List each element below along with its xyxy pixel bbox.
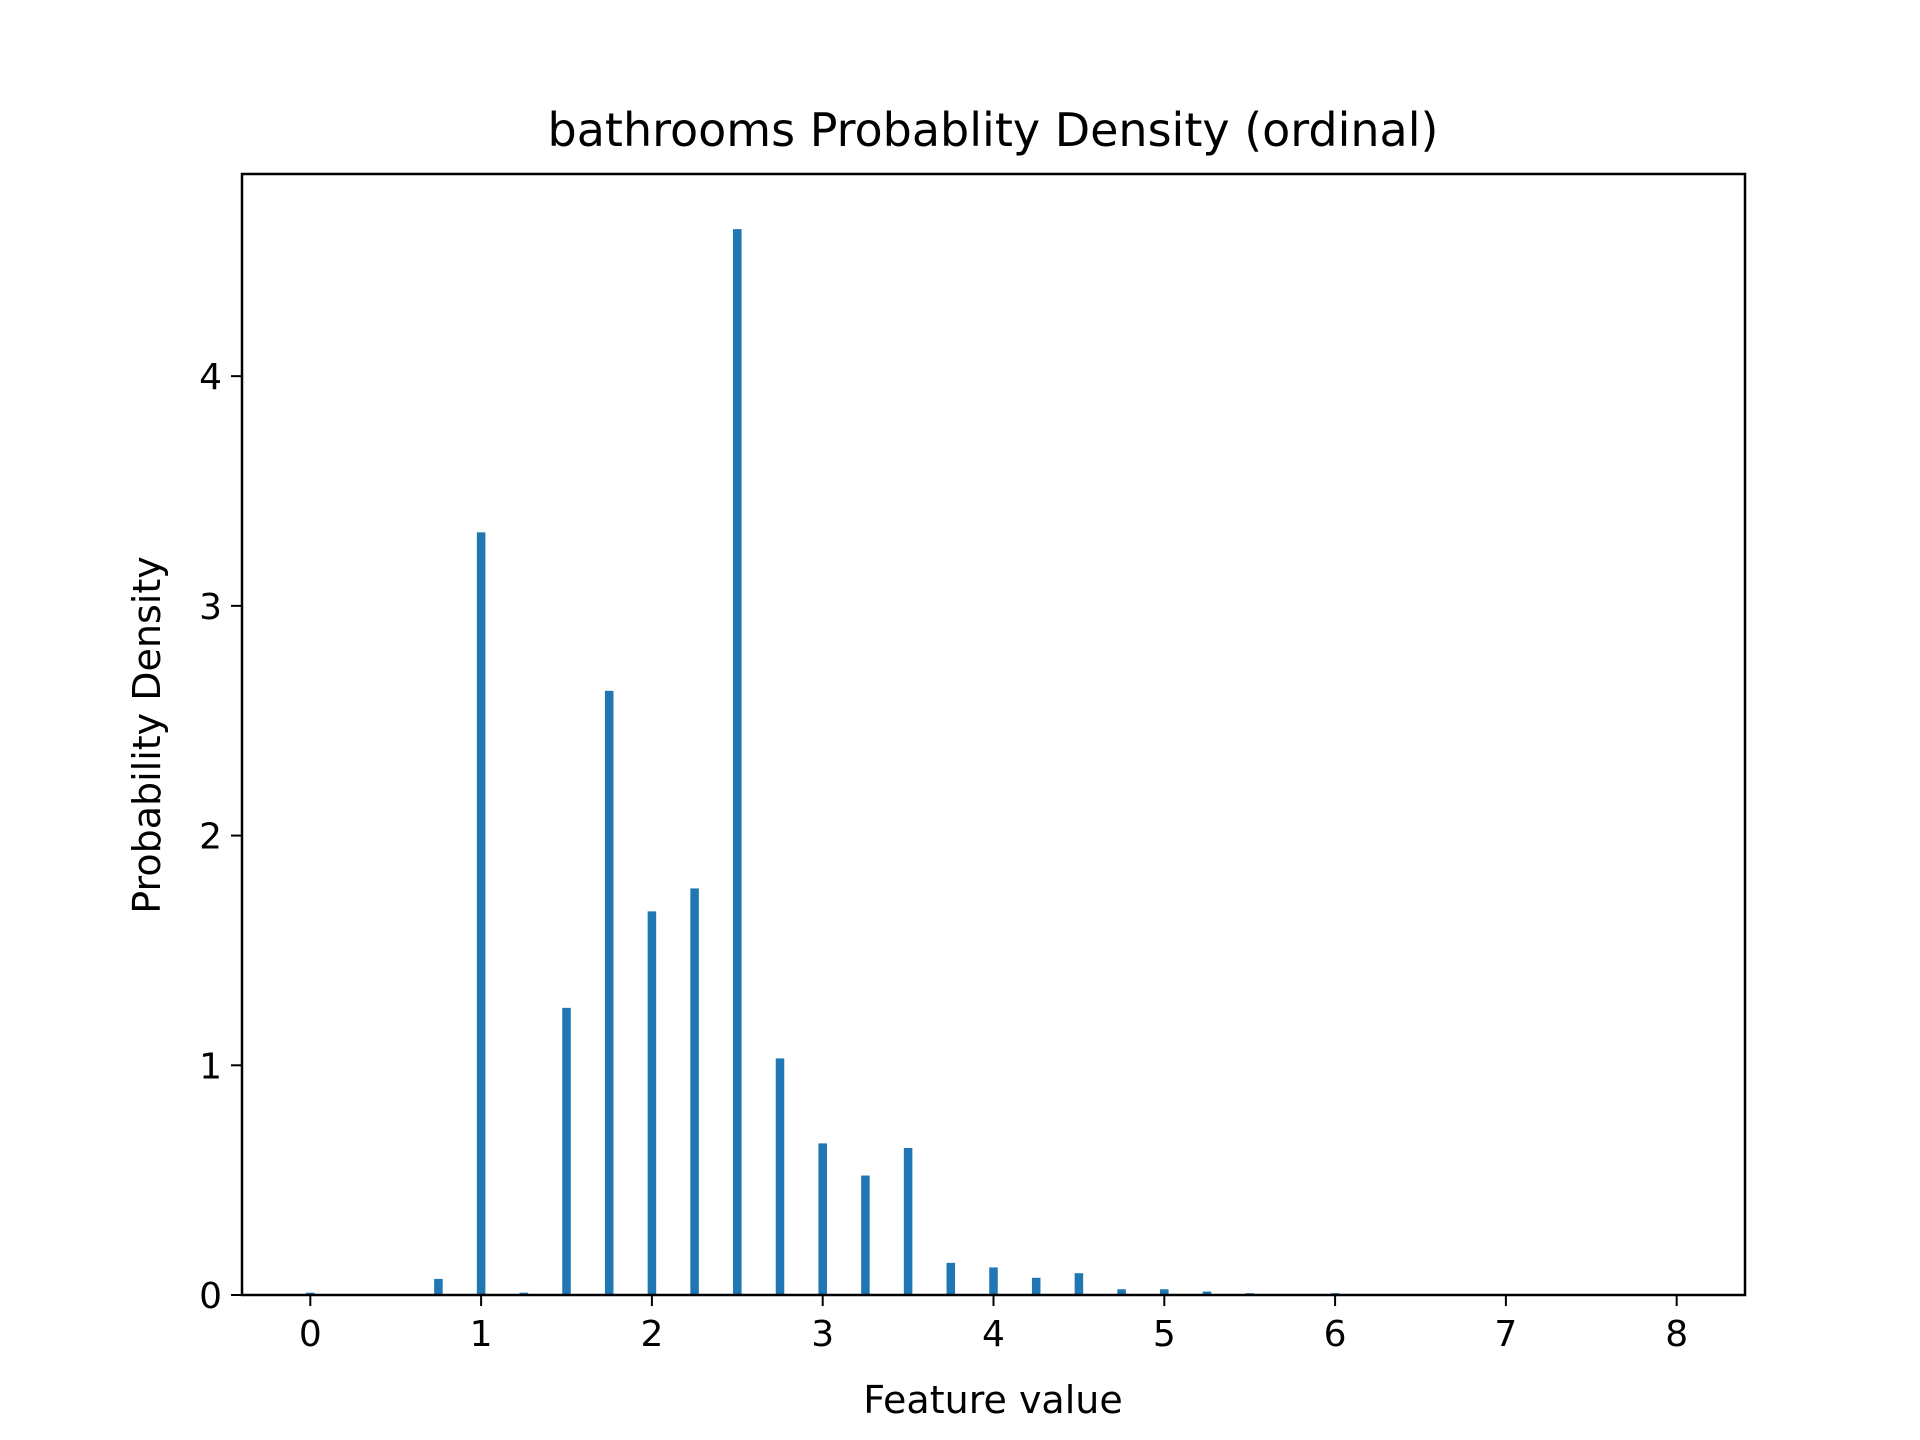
y-axis-ticks: 0 1 2 3 4: [199, 357, 242, 1317]
bar: [775, 1058, 785, 1295]
plot-frame: [240, 172, 1747, 1297]
bar: [1202, 1291, 1212, 1295]
x-tick-label: 3: [811, 1314, 834, 1355]
bar: [690, 888, 699, 1295]
bars-group: [306, 229, 1340, 1296]
x-tick-label: 7: [1494, 1314, 1517, 1355]
chart-title: bathrooms Probablity Density (ordinal): [548, 103, 1439, 157]
y-tick-label: 3: [199, 587, 222, 628]
y-tick-label: 2: [199, 817, 222, 858]
x-tick-label: 2: [640, 1314, 663, 1355]
bar: [1031, 1277, 1041, 1295]
y-tick-label: 0: [199, 1276, 222, 1317]
bar: [989, 1267, 998, 1295]
bar: [562, 1007, 571, 1295]
bar: [733, 229, 742, 1296]
x-tick-label: 0: [299, 1314, 322, 1355]
bar: [434, 1278, 443, 1295]
y-axis-label: Probability Density: [125, 556, 169, 913]
bar: [818, 1143, 827, 1295]
bar: [903, 1147, 913, 1295]
bar: [604, 690, 614, 1295]
bar: [861, 1175, 870, 1295]
x-tick-label: 1: [470, 1314, 493, 1355]
bar: [1074, 1273, 1084, 1295]
bar: [946, 1262, 956, 1295]
x-tick-label: 4: [982, 1314, 1005, 1355]
bar: [1160, 1289, 1169, 1295]
x-axis-label: Feature value: [863, 1378, 1122, 1422]
x-axis-ticks: 0 1 2 3 4 5 6 7 8: [299, 1295, 1688, 1355]
x-tick-label: 8: [1665, 1314, 1688, 1355]
y-tick-label: 4: [199, 357, 222, 398]
bar: [647, 911, 657, 1295]
x-tick-label: 5: [1153, 1314, 1176, 1355]
y-tick-label: 1: [199, 1046, 222, 1087]
x-tick-label: 6: [1324, 1314, 1347, 1355]
bar: [476, 532, 486, 1295]
bar: [1117, 1289, 1126, 1295]
